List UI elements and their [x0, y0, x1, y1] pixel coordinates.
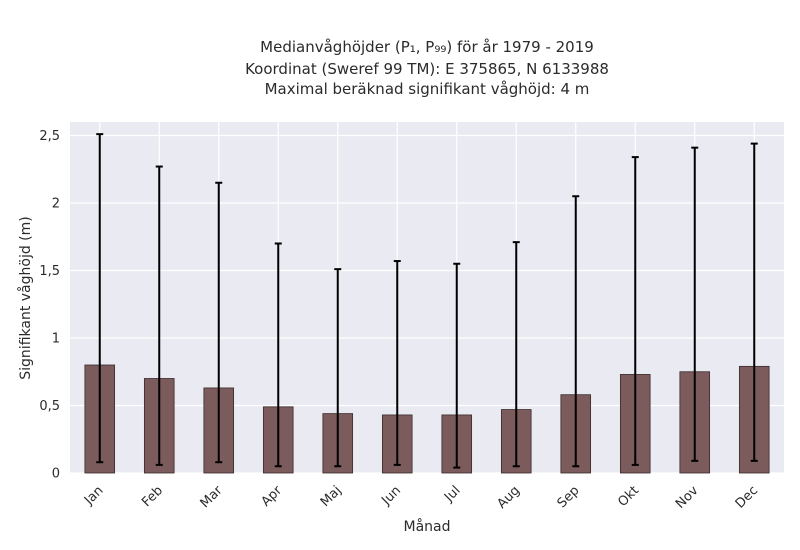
x-tick-label: Mar	[198, 483, 226, 511]
x-tick-label: Maj	[318, 483, 345, 510]
y-tick-label: 0	[52, 467, 60, 482]
y-axis-label: Signifikant våghöjd (m)	[17, 216, 34, 379]
error-bar-jun	[393, 260, 401, 466]
x-tick-label: Sep	[555, 483, 583, 511]
x-tick-label: Jul	[441, 483, 463, 505]
error-bar-sep	[572, 195, 580, 468]
x-tick-labels: Jan Feb Mar Apr Maj Jun Jul Aug Sep Okt Nov Dec	[81, 483, 761, 512]
error-bar-jul	[453, 262, 461, 469]
error-bars	[96, 133, 758, 469]
y-tick-label: 1,5	[39, 264, 60, 279]
error-bar-maj	[334, 268, 342, 468]
x-tick-label: Dec	[733, 483, 761, 511]
chart-title-line-1: Medianvåghöjder (P₁, P₉₉) för år 1979 - …	[260, 38, 594, 56]
x-tick-label: Okt	[615, 483, 642, 510]
y-tick-labels: 0 0,5 1 1,5 2 2,5	[39, 129, 60, 482]
plot-area	[70, 122, 784, 473]
error-bar-jan	[96, 133, 104, 464]
error-bar-aug	[512, 241, 520, 468]
y-tick-label: 2	[52, 197, 60, 212]
x-tick-label: Aug	[495, 483, 524, 512]
x-tick-label: Apr	[259, 483, 286, 510]
x-tick-label: Nov	[673, 483, 702, 512]
x-tick-label: Jan	[81, 483, 106, 508]
error-bar-dec	[750, 142, 758, 462]
error-bar-nov	[691, 146, 699, 462]
x-tick-label: Jun	[378, 483, 404, 509]
y-tick-label: 0,5	[39, 399, 60, 414]
x-tick-label: Feb	[139, 483, 166, 510]
chart-title-line-2: Koordinat (Sweref 99 TM): E 375865, N 61…	[245, 60, 609, 78]
x-axis-label: Månad	[404, 518, 451, 535]
chart-title-line-3: Maximal beräknad signifikant våghöjd: 4 …	[265, 80, 590, 98]
y-tick-label: 2,5	[39, 129, 60, 144]
y-tick-label: 1	[52, 332, 60, 347]
error-bar-apr	[274, 242, 282, 468]
error-bar-mar	[215, 181, 223, 464]
error-bar-feb	[155, 165, 163, 466]
error-bar-okt	[631, 156, 639, 466]
